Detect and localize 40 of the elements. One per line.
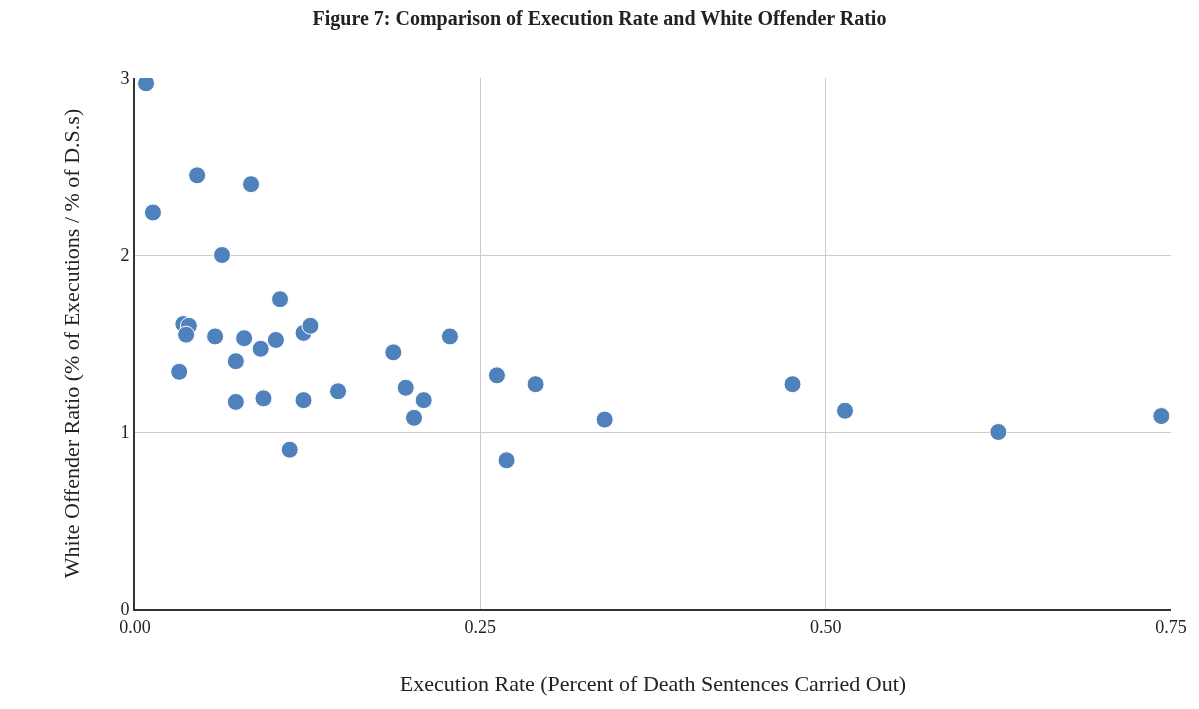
point xyxy=(487,366,506,385)
point xyxy=(242,175,261,194)
point xyxy=(414,391,433,410)
point xyxy=(143,203,162,222)
point xyxy=(396,378,415,397)
point xyxy=(440,327,459,346)
point xyxy=(177,325,196,344)
x-axis-title: Execution Rate (Percent of Death Sentences Carried Out) xyxy=(399,671,907,696)
point xyxy=(251,339,270,358)
point xyxy=(271,290,290,309)
point xyxy=(226,392,245,411)
point xyxy=(384,343,403,362)
x-tick-label: 0.25 xyxy=(464,616,497,637)
point xyxy=(254,389,273,408)
y-tick-label: 3 xyxy=(120,68,130,89)
y-tick-label: 1 xyxy=(120,422,130,443)
y-axis-title: White Offender Ratio (% of Executions / % of D.S.s) xyxy=(58,108,84,579)
point xyxy=(226,352,245,371)
point xyxy=(170,362,189,381)
point xyxy=(989,423,1008,441)
x-tick-label: 0.50 xyxy=(809,616,842,637)
x-tick-label: 0.75 xyxy=(1155,616,1187,637)
point xyxy=(405,408,424,427)
point xyxy=(1152,407,1171,426)
point xyxy=(213,246,232,264)
chart-title: Figure 7: Comparison of Execution Rate and White Offender Ratio xyxy=(312,6,887,30)
point xyxy=(301,316,320,335)
point xyxy=(595,410,614,429)
point xyxy=(266,330,285,349)
point xyxy=(188,166,207,185)
point xyxy=(329,382,348,401)
point xyxy=(280,440,299,459)
point xyxy=(497,451,516,470)
point xyxy=(836,401,855,420)
point xyxy=(783,375,802,394)
y-tick-label: 2 xyxy=(120,245,130,266)
point xyxy=(206,327,225,346)
point xyxy=(294,391,313,410)
point xyxy=(235,329,254,348)
point xyxy=(526,375,545,394)
